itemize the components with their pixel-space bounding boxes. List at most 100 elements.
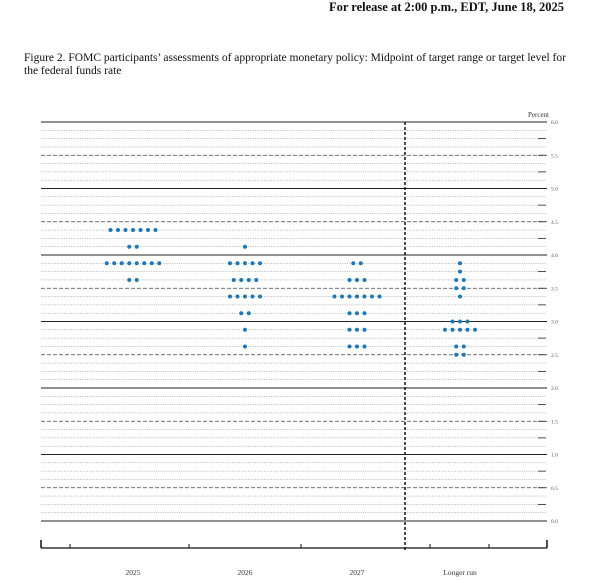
dot — [461, 277, 466, 282]
category-label: Longer run — [443, 568, 477, 577]
dot — [370, 294, 374, 299]
dot — [134, 277, 139, 282]
dot — [332, 294, 337, 299]
dot — [243, 261, 247, 266]
dot — [347, 327, 352, 332]
dot — [243, 244, 247, 249]
dot — [461, 344, 466, 349]
y-tick-label: 2.5 — [551, 353, 558, 359]
dot — [362, 277, 367, 282]
dot — [450, 319, 455, 324]
dot — [362, 311, 367, 316]
dot — [157, 261, 162, 266]
y-tick-label: 5.0 — [551, 187, 558, 193]
dot — [231, 277, 236, 282]
dot — [454, 352, 459, 357]
dot — [250, 261, 255, 266]
y-tick-label: 0.5 — [551, 486, 558, 492]
dot — [258, 294, 262, 299]
dot — [250, 294, 255, 299]
dot — [239, 277, 244, 282]
dot — [347, 277, 352, 282]
dot — [458, 294, 462, 299]
dot — [104, 261, 109, 266]
dot — [454, 277, 459, 282]
dot — [228, 294, 232, 299]
dot — [134, 261, 139, 266]
dot — [355, 311, 359, 316]
dot — [443, 327, 447, 332]
dot — [465, 319, 470, 324]
dot — [362, 327, 367, 332]
category-label: 2025 — [126, 568, 141, 577]
dot — [461, 352, 466, 357]
dot — [347, 294, 352, 299]
y-tick-label: 1.5 — [551, 419, 558, 425]
dot — [458, 269, 462, 274]
y-tick-label: 0.0 — [551, 519, 558, 525]
dot — [153, 228, 158, 233]
dot — [243, 344, 247, 349]
dot — [254, 277, 259, 282]
dot — [450, 327, 455, 332]
dot — [258, 261, 262, 266]
dot — [340, 294, 344, 299]
dot — [246, 311, 251, 316]
dot — [461, 286, 466, 291]
dot — [127, 261, 132, 266]
dot — [458, 319, 462, 324]
y-tick-label: 2.0 — [551, 386, 558, 392]
axis-frame — [40, 121, 548, 550]
dot — [347, 344, 352, 349]
release-line: For release at 2:00 p.m., EDT, June 18, … — [328, 0, 564, 14]
dot — [355, 327, 359, 332]
dot — [362, 294, 367, 299]
y-tick-label: 3.0 — [551, 320, 558, 326]
dot — [146, 228, 150, 233]
dot — [127, 277, 132, 282]
grid-layer — [41, 121, 547, 522]
dot — [131, 228, 135, 233]
dot — [243, 327, 247, 332]
dot — [243, 294, 247, 299]
dot — [377, 294, 382, 299]
dot — [239, 311, 244, 316]
dot — [228, 261, 232, 266]
dot — [465, 327, 470, 332]
dot — [347, 311, 352, 316]
dot — [108, 228, 113, 233]
dot — [454, 344, 459, 349]
dot — [355, 344, 359, 349]
y-axis-unit-label: Percent — [528, 111, 549, 119]
dot — [235, 294, 240, 299]
dot — [149, 261, 154, 266]
dot — [454, 286, 459, 291]
figure-caption: Figure 2. FOMC participants’ assessments… — [24, 52, 566, 77]
dot — [138, 228, 143, 233]
dot — [358, 261, 363, 266]
dot — [116, 228, 120, 233]
dot — [123, 228, 128, 233]
dot — [351, 261, 356, 266]
y-tick-label: 4.0 — [551, 253, 558, 259]
axis-labels: Percent 0.0 0.5 1.0 1.5 2.0 2.5 3.0 3.5 4.0 4.5 5.… — [126, 111, 559, 577]
y-tick-label: 5.5 — [551, 153, 558, 159]
dot — [362, 344, 367, 349]
dots-layer — [104, 228, 477, 357]
dot — [127, 244, 132, 249]
dot — [134, 244, 139, 249]
dot — [235, 261, 240, 266]
y-tick-label: 4.5 — [551, 220, 558, 226]
y-tick-label: 6.0 — [551, 120, 558, 126]
dot — [458, 327, 462, 332]
dot — [112, 261, 117, 266]
dot — [355, 277, 359, 282]
dot — [246, 277, 251, 282]
y-tick-label: 1.0 — [551, 453, 558, 459]
category-label: 2027 — [350, 568, 365, 577]
dot — [119, 261, 124, 266]
dot — [458, 261, 462, 266]
dot — [142, 261, 147, 266]
dot — [473, 327, 477, 332]
